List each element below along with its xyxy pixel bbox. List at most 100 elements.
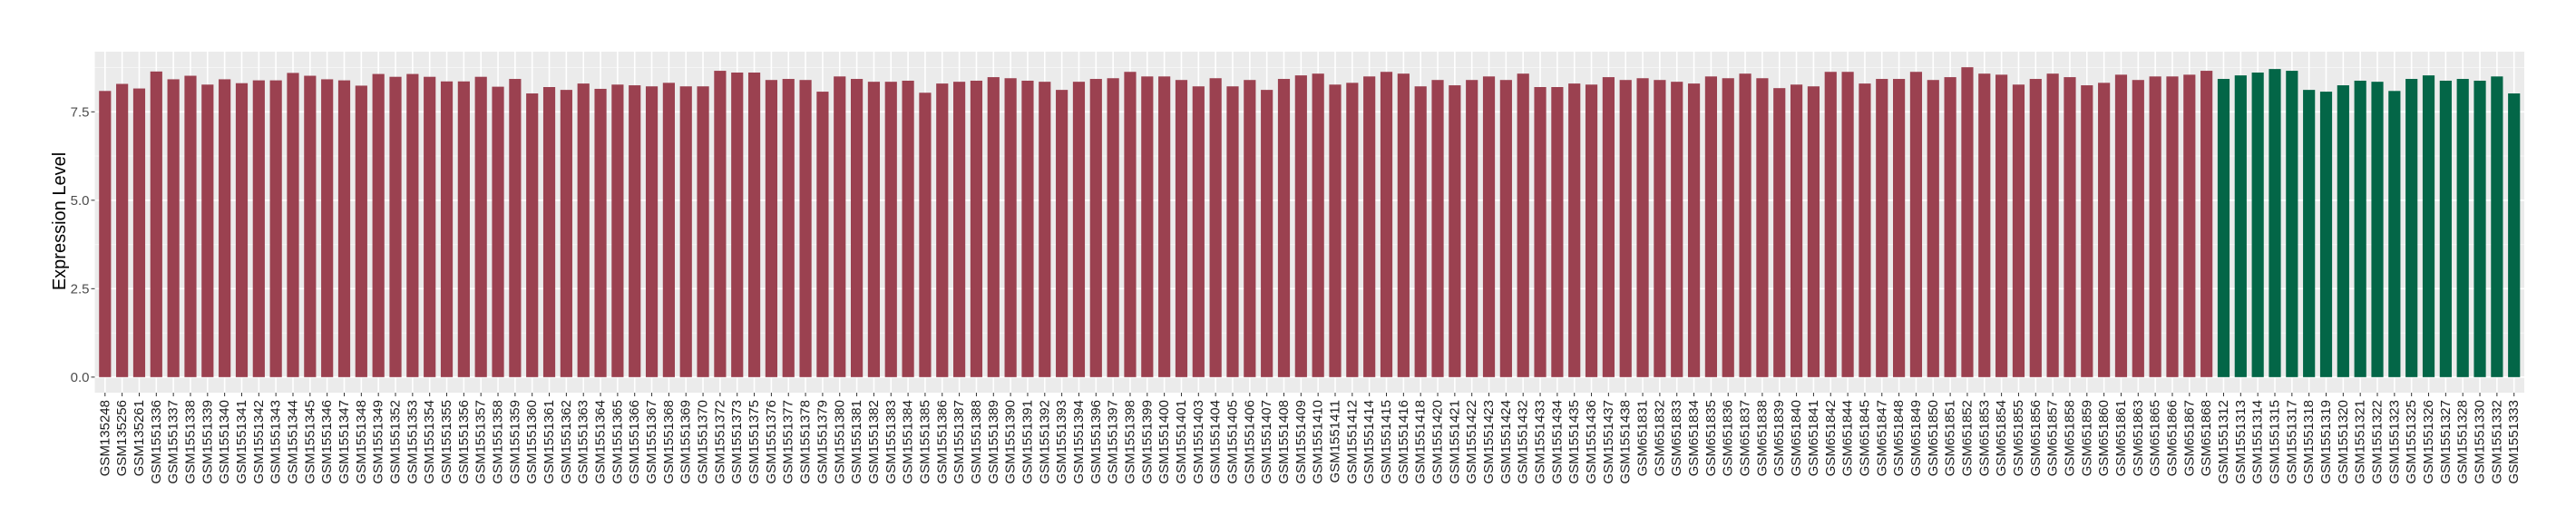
bar [1807, 86, 1820, 377]
x-tick-label: GSM1551364 [593, 400, 609, 484]
bar [235, 83, 249, 377]
bar [509, 79, 522, 377]
bar [1654, 80, 1666, 377]
x-tick-label: GSM1551343 [268, 400, 284, 484]
x-tick-label: GSM651842 [1823, 400, 1839, 476]
x-tick-label: GSM1551405 [1225, 400, 1240, 484]
bar [2251, 73, 2264, 377]
x-tick-label: GSM651851 [1943, 400, 1958, 476]
x-tick-label: GSM651840 [1789, 400, 1804, 476]
x-tick-label: GSM1551318 [2301, 400, 2317, 484]
bar [611, 84, 624, 377]
x-tick-label: GSM1551317 [2284, 400, 2299, 484]
bar [2064, 77, 2076, 377]
bar [252, 80, 265, 377]
x-axis: GSM135248 GSM135256 GSM135261 GSM1551336 GSM… [97, 393, 2522, 484]
x-tick-label: GSM1551438 [1618, 400, 1634, 484]
x-tick-label: GSM1551314 [2250, 400, 2266, 484]
x-tick-label: GSM651845 [1857, 400, 1872, 476]
x-tick-label: GSM1551437 [1601, 400, 1616, 484]
bar [1021, 80, 1034, 377]
x-tick-label: GSM1551381 [849, 400, 864, 484]
bar [662, 83, 675, 377]
x-tick-label: GSM651848 [1891, 400, 1907, 476]
bar [577, 83, 590, 377]
x-tick-label: GSM651865 [2148, 400, 2163, 476]
bar [1363, 76, 1376, 377]
bar [1449, 85, 1461, 377]
bar [2303, 90, 2316, 377]
bar [714, 71, 727, 377]
bar [2217, 79, 2230, 377]
x-tick-label: GSM651835 [1703, 400, 1719, 476]
x-tick-label: GSM1551356 [456, 400, 472, 484]
x-tick-label: GSM651856 [2028, 400, 2044, 476]
bar [1175, 80, 1188, 377]
bar [219, 79, 231, 377]
bar [167, 79, 180, 377]
x-tick-label: GSM1551312 [2216, 400, 2231, 484]
x-tick-label: GSM1551362 [559, 400, 574, 484]
bar [2439, 80, 2452, 377]
x-tick-label: GSM1551389 [986, 400, 1001, 484]
bar [1619, 80, 1632, 377]
x-tick-label: GSM1551353 [405, 400, 420, 484]
bar [1209, 78, 1222, 377]
bar [2029, 79, 2042, 377]
bar [697, 86, 709, 377]
x-tick-label: GSM1551315 [2267, 400, 2282, 484]
x-tick-label: GSM1551337 [166, 400, 181, 484]
bar [2081, 85, 2093, 377]
bar [1704, 76, 1717, 377]
bar [1978, 73, 1991, 377]
x-tick-label: GSM651839 [1771, 400, 1787, 476]
bar [1141, 76, 1154, 377]
x-tick-label: GSM1551358 [491, 400, 506, 484]
x-tick-label: GSM1551412 [1344, 400, 1360, 484]
bar [782, 79, 795, 377]
x-tick-label: GSM1551332 [2489, 400, 2504, 484]
x-tick-label: GSM1551330 [2473, 400, 2488, 484]
bar [492, 86, 504, 377]
bar [1961, 67, 1974, 377]
x-tick-label: GSM1551424 [1498, 400, 1514, 484]
x-tick-label: GSM651844 [1840, 400, 1856, 476]
x-tick-label: GSM651868 [2199, 400, 2214, 476]
x-tick-label: GSM1551393 [1054, 400, 1069, 484]
x-tick-label: GSM1551399 [1139, 400, 1155, 484]
bar [970, 80, 983, 377]
x-tick-label: GSM651831 [1635, 400, 1651, 476]
bar [1995, 74, 2008, 377]
bar [440, 81, 454, 377]
x-tick-label: GSM1551325 [2404, 400, 2419, 484]
bar [560, 90, 572, 377]
bar [132, 88, 146, 377]
bar [2046, 73, 2059, 377]
bar [1072, 82, 1086, 377]
bar [1004, 78, 1017, 377]
bar [184, 75, 197, 377]
x-tick-label: GSM1551384 [901, 400, 916, 484]
x-tick-label: GSM1551414 [1361, 400, 1377, 484]
x-tick-label: GSM1551388 [969, 400, 984, 484]
bar [2388, 91, 2401, 377]
bar [987, 77, 1000, 377]
bar [1244, 80, 1256, 377]
x-tick-label: GSM1551432 [1516, 400, 1531, 484]
x-tick-label: GSM1551352 [388, 400, 404, 484]
y-tick-label: 5.0 [71, 193, 90, 209]
bar [2200, 71, 2213, 377]
bar [474, 76, 487, 377]
x-tick-label: GSM1551327 [2438, 400, 2454, 484]
x-tick-label: GSM651863 [2131, 400, 2146, 476]
bar [457, 81, 470, 377]
x-tick-label: GSM1551321 [2353, 400, 2368, 484]
bar [1944, 77, 1956, 377]
x-tick-label: GSM1551410 [1311, 400, 1326, 484]
bar [1636, 78, 1649, 377]
x-tick-label: GSM1551359 [507, 400, 522, 484]
bar [1893, 79, 1906, 377]
x-tick-label: GSM651838 [1754, 400, 1770, 476]
bar [389, 76, 402, 377]
bar [2132, 80, 2144, 377]
